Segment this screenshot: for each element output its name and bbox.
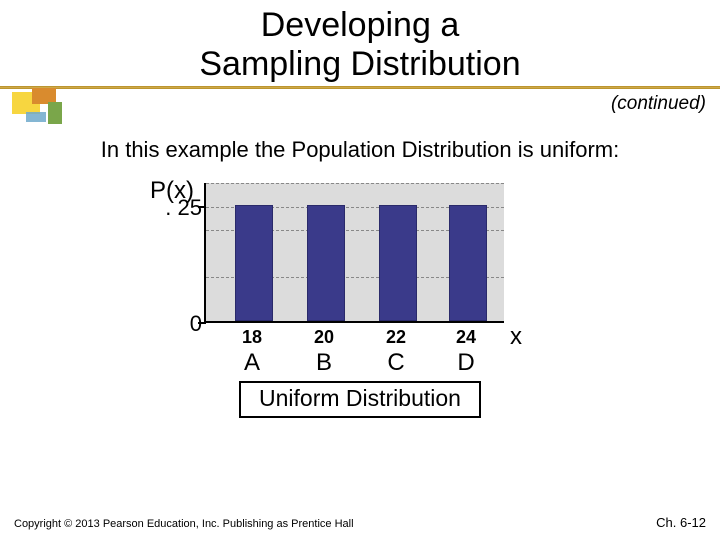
slide-title: Developing a Sampling Distribution bbox=[0, 0, 720, 84]
continued-label: (continued) bbox=[0, 89, 720, 115]
x-tick-letter: B bbox=[316, 349, 332, 377]
x-tick-number: 22 bbox=[386, 327, 406, 348]
population-chart: P(x) 0. 25 18202224 ABCD x bbox=[160, 183, 560, 375]
x-tick-number: 20 bbox=[314, 327, 334, 348]
bar bbox=[379, 205, 417, 322]
y-tick-label: 0 bbox=[156, 311, 202, 337]
footer: Copyright © 2013 Pearson Education, Inc.… bbox=[14, 518, 706, 530]
x-axis: 18202224 ABCD x bbox=[204, 323, 504, 375]
chart-caption: Uniform Distribution bbox=[239, 381, 481, 418]
x-tick-letter: A bbox=[244, 349, 260, 377]
title-line-2: Sampling Distribution bbox=[0, 45, 720, 84]
x-tick-letter: C bbox=[387, 349, 404, 377]
title-line-1: Developing a bbox=[0, 6, 720, 45]
gridline bbox=[206, 183, 504, 184]
y-tick-label: . 25 bbox=[156, 195, 202, 221]
bar bbox=[235, 205, 273, 322]
x-tick-number: 18 bbox=[242, 327, 262, 348]
bar bbox=[307, 205, 345, 322]
page-number: Ch. 6-12 bbox=[656, 515, 706, 530]
plot-area bbox=[204, 183, 504, 323]
corner-decoration-icon bbox=[12, 88, 72, 134]
y-tick bbox=[198, 206, 206, 208]
x-tick-letter: D bbox=[457, 349, 474, 377]
bar bbox=[449, 205, 487, 322]
x-axis-title: x bbox=[510, 323, 522, 351]
x-tick-number: 24 bbox=[456, 327, 476, 348]
copyright-text: Copyright © 2013 Pearson Education, Inc.… bbox=[14, 518, 354, 530]
body-text: In this example the Population Distribut… bbox=[0, 137, 720, 163]
y-axis-labels: 0. 25 bbox=[156, 183, 202, 323]
